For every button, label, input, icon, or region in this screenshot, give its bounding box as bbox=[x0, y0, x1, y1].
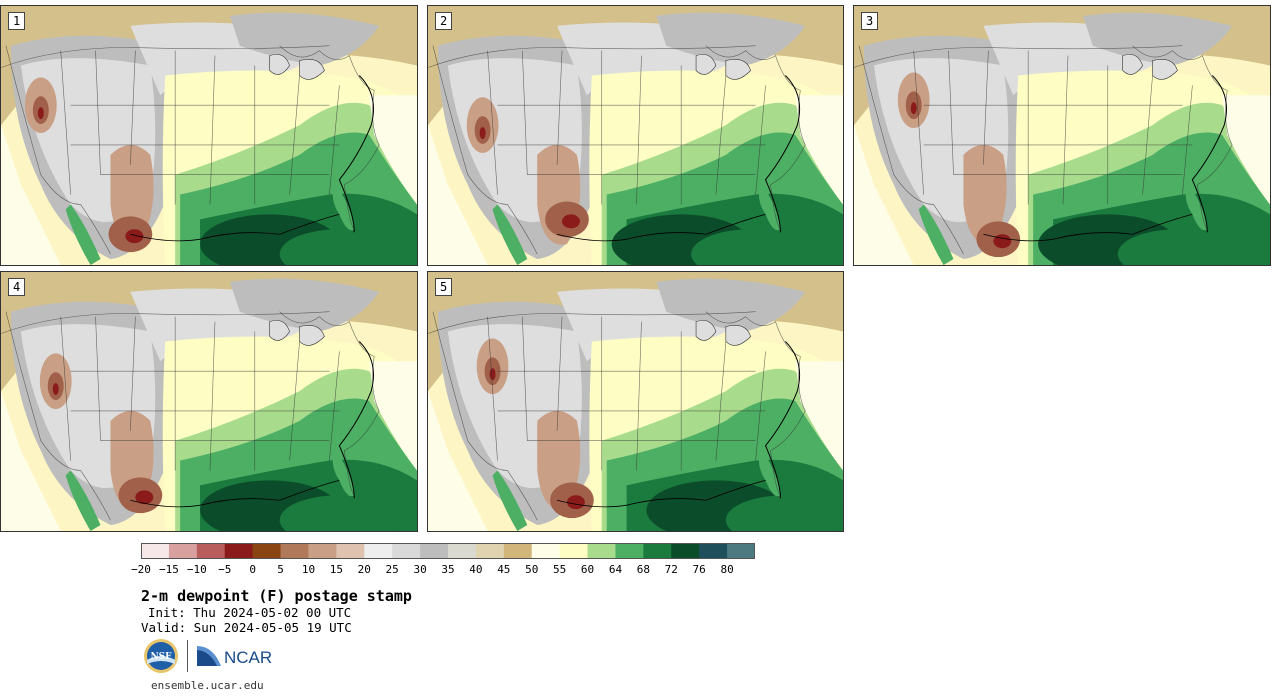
colorbar-swatches bbox=[141, 543, 755, 559]
panel-number-3: 3 bbox=[861, 12, 879, 30]
dewpoint-map-3 bbox=[854, 6, 1270, 265]
colorbar-tick-label: 76 bbox=[692, 563, 706, 576]
colorbar-swatch bbox=[727, 543, 755, 559]
colorbar-tick-label: 35 bbox=[441, 563, 455, 576]
colorbar-swatch bbox=[224, 543, 254, 559]
colorbar-tick-label: 64 bbox=[608, 563, 623, 576]
dewpoint-map-1 bbox=[1, 6, 417, 265]
colorbar-tick-label: 20 bbox=[357, 563, 371, 576]
colorbar-swatch bbox=[559, 543, 589, 559]
colorbar-tick-label: 80 bbox=[720, 563, 734, 576]
colorbar-tick-label: −10 bbox=[186, 563, 207, 576]
colorbar-tick-label: 55 bbox=[553, 563, 567, 576]
ncar-logo-text: NCAR bbox=[224, 648, 272, 667]
colorbar-swatch bbox=[392, 543, 421, 559]
map-panel-3[interactable]: 3 bbox=[853, 5, 1271, 266]
colorbar-tick-label: 72 bbox=[664, 563, 678, 576]
map-panel-5[interactable]: 5 bbox=[427, 271, 844, 532]
panel-number-2: 2 bbox=[435, 12, 453, 30]
colorbar-swatch bbox=[168, 543, 198, 559]
colorbar-swatch bbox=[252, 543, 282, 559]
colorbar-swatch bbox=[336, 543, 365, 559]
footer-url: ensemble.ucar.edu bbox=[151, 679, 264, 692]
colorbar-swatch bbox=[671, 543, 700, 559]
colorbar-tick-label: −20 bbox=[131, 563, 151, 576]
dewpoint-map-5 bbox=[428, 272, 843, 531]
init-time: Init: Thu 2024-05-02 00 UTC bbox=[148, 605, 352, 620]
panel-number-5: 5 bbox=[435, 278, 453, 296]
colorbar-swatch bbox=[531, 543, 561, 559]
colorbar-swatch bbox=[615, 543, 644, 559]
colorbar-swatch bbox=[475, 543, 505, 559]
colorbar-tick-label: 15 bbox=[329, 563, 343, 576]
map-panel-4[interactable]: 4 bbox=[0, 271, 418, 532]
colorbar-swatch bbox=[420, 543, 449, 559]
colorbar-swatch bbox=[643, 543, 672, 559]
colorbar-tick-label: −5 bbox=[218, 563, 232, 576]
map-panel-1[interactable]: 1 bbox=[0, 5, 418, 266]
colorbar-tick-label: 40 bbox=[469, 563, 483, 576]
colorbar-swatch bbox=[503, 543, 533, 559]
panel-number-4: 4 bbox=[8, 278, 26, 296]
colorbar-swatch bbox=[699, 543, 728, 559]
colorbar-tick-label: 60 bbox=[580, 563, 595, 576]
colorbar-swatch bbox=[141, 543, 170, 559]
colorbar-swatch bbox=[364, 543, 393, 559]
logo-area: NSF NCAR bbox=[143, 638, 283, 676]
colorbar-swatch bbox=[196, 543, 226, 559]
valid-time: Valid: Sun 2024-05-05 19 UTC bbox=[141, 620, 352, 635]
colorbar-swatch bbox=[308, 543, 337, 559]
colorbar-tick-label: 68 bbox=[636, 563, 650, 576]
colorbar-tick-label: 10 bbox=[301, 563, 316, 576]
colorbar-tick-label: 45 bbox=[497, 563, 511, 576]
colorbar-swatch bbox=[448, 543, 477, 559]
colorbar-swatch bbox=[587, 543, 616, 559]
colorbar-tick-label: 30 bbox=[413, 563, 427, 576]
figure-title: 2-m dewpoint (F) postage stamp bbox=[141, 587, 412, 605]
logo-divider bbox=[187, 640, 188, 672]
nsf-logo-text: NSF bbox=[150, 652, 172, 662]
dewpoint-map-4 bbox=[1, 272, 417, 531]
nsf-logo-icon: NSF bbox=[144, 639, 178, 673]
colorbar-tick-label: −15 bbox=[158, 563, 179, 576]
colorbar-tick-label: 50 bbox=[525, 563, 539, 576]
colorbar-tick-labels: −20 −15 −10 −5 0 5 10 15 20 25 30 35 40 45 50 55 60 64 68 7… bbox=[120, 563, 800, 577]
colorbar-tick-label: 0 bbox=[249, 563, 256, 576]
colorbar-tick-label: 5 bbox=[277, 563, 284, 576]
dewpoint-map-2 bbox=[428, 6, 843, 265]
ncar-logo-icon: NCAR bbox=[197, 646, 272, 667]
panel-number-1: 1 bbox=[8, 12, 26, 30]
map-panel-2[interactable]: 2 bbox=[427, 5, 844, 266]
colorbar bbox=[141, 543, 755, 559]
colorbar-swatch bbox=[280, 543, 309, 559]
colorbar-tick-label: 25 bbox=[385, 563, 399, 576]
